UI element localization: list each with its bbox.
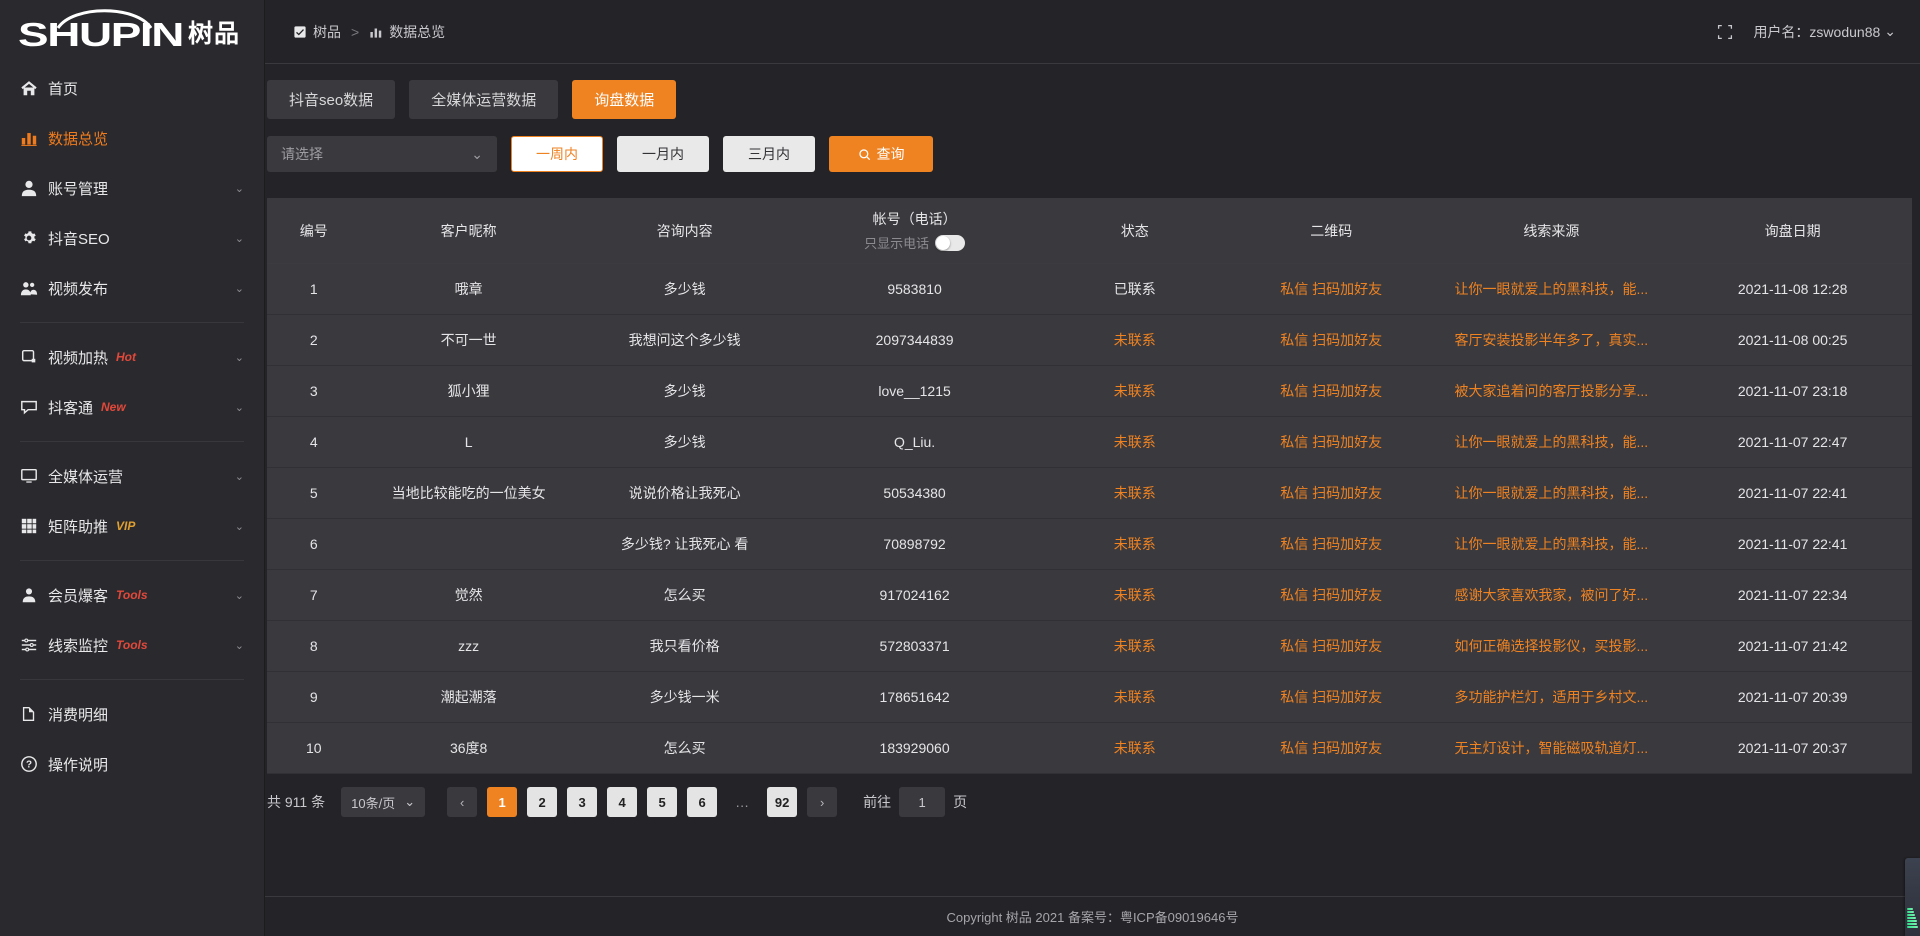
svg-text:?: ? — [26, 760, 32, 771]
svg-text:SHUPIN: SHUPIN — [18, 16, 183, 53]
